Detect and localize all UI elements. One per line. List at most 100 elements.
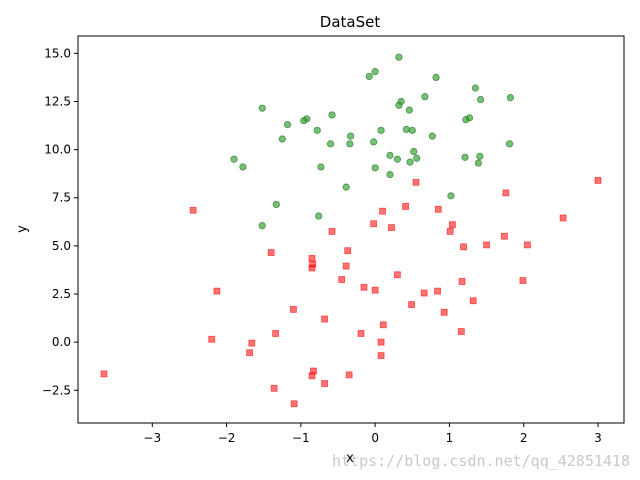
green-circle-point-28 <box>505 140 514 148</box>
green-circle-point-21 <box>408 126 416 134</box>
red-square-point-51 <box>270 384 278 392</box>
green-circle-point-7 <box>421 93 429 101</box>
red-square-point-41 <box>208 335 216 343</box>
green-circle-point-41 <box>386 171 394 179</box>
red-square-point-27 <box>360 283 368 291</box>
red-square-point-13 <box>500 232 508 240</box>
red-square-point-3 <box>402 202 410 210</box>
red-square-point-52 <box>290 400 298 408</box>
red-square-point-31 <box>213 287 221 295</box>
y-tick-label: 12.5 <box>44 94 71 108</box>
red-square-point-23 <box>394 271 401 279</box>
red-square-point-14 <box>483 241 490 249</box>
y-tick-label: 5.0 <box>52 239 71 253</box>
red-square-point-10 <box>388 224 395 231</box>
green-circle-point-19 <box>377 126 385 134</box>
x-tick-label: −2 <box>218 431 236 445</box>
green-circle-point-23 <box>428 132 436 140</box>
green-circle-point-31 <box>393 155 402 163</box>
green-circle-point-40 <box>371 164 379 172</box>
red-square-point-32 <box>469 297 477 305</box>
red-square-point-19 <box>308 254 316 262</box>
red-square-point-0 <box>594 177 602 184</box>
red-square-point-34 <box>290 306 297 313</box>
watermark-text: https://blog.csdn.net/qq_42851418 <box>332 452 630 470</box>
x-tick-label: 1 <box>446 431 454 445</box>
x-tick-label: 3 <box>594 431 602 445</box>
green-circle-point-46 <box>258 222 266 230</box>
x-tick-label: −3 <box>143 431 161 445</box>
green-circle-point-35 <box>476 152 484 160</box>
green-circle-point-9 <box>506 94 514 102</box>
red-square-point-7 <box>559 214 567 222</box>
red-square-point-43 <box>377 338 385 346</box>
green-circle-point-26 <box>346 140 354 148</box>
red-square-point-35 <box>440 308 448 316</box>
red-square-point-16 <box>460 243 467 251</box>
red-square-point-17 <box>344 247 352 255</box>
red-square-point-28 <box>371 286 379 294</box>
red-square-point-46 <box>100 370 108 378</box>
red-square-point-1 <box>412 178 420 186</box>
red-square-point-50 <box>321 380 329 387</box>
green-circle-point-43 <box>447 192 455 200</box>
green-circle-point-39 <box>317 163 325 171</box>
green-circle-point-17 <box>462 116 470 124</box>
y-axis: −2.5 0.0 2.5 5.0 7.5 10.0 12.5 15.0 <box>42 46 78 397</box>
green-circle-point-32 <box>230 155 238 163</box>
red-square-point-2 <box>502 189 510 197</box>
x-axis-label: x <box>346 451 354 466</box>
green-circle-point-11 <box>405 106 413 114</box>
red-square-point-21 <box>308 264 316 272</box>
green-circle-point-44 <box>272 200 280 209</box>
red-square-point-11 <box>446 228 454 235</box>
green-circle-point-2 <box>365 72 373 81</box>
red-square-point-4 <box>434 205 442 213</box>
red-square-point-38 <box>457 328 465 335</box>
green-circle-point-4 <box>471 84 480 92</box>
green-circle-point-0 <box>395 53 403 61</box>
points-layer <box>100 53 602 408</box>
x-tick-label: 0 <box>371 431 379 445</box>
y-tick-label: 15.0 <box>44 46 71 60</box>
green-circle-point-24 <box>278 135 286 143</box>
plot-frame <box>77 35 625 424</box>
red-square-point-6 <box>379 207 386 215</box>
green-circle-point-42 <box>342 183 350 191</box>
red-square-point-44 <box>246 349 254 357</box>
green-circle-point-6 <box>395 101 403 109</box>
green-circle-point-33 <box>413 154 421 162</box>
green-circle-point-12 <box>328 111 336 119</box>
x-tick-label: −1 <box>292 431 310 445</box>
red-square-point-22 <box>342 262 350 270</box>
green-circle-point-3 <box>432 73 440 81</box>
red-square-point-40 <box>272 330 280 337</box>
green-circle-point-27 <box>326 140 335 148</box>
red-square-point-12 <box>328 228 336 235</box>
green-circle-point-37 <box>474 159 482 167</box>
x-tick-label: 2 <box>520 431 528 445</box>
y-tick-label: 2.5 <box>52 287 71 301</box>
green-circle-point-20 <box>402 125 410 133</box>
red-square-point-9 <box>370 220 378 228</box>
y-axis-label: y <box>15 225 30 233</box>
red-square-point-30 <box>420 289 428 297</box>
green-circle-point-30 <box>386 151 394 159</box>
x-axis: −3 −2 −1 0 1 2 3 <box>143 423 602 445</box>
red-square-point-25 <box>519 277 527 284</box>
chart-title: DataSet <box>320 13 381 31</box>
green-circle-point-14 <box>300 117 308 125</box>
green-circle-point-18 <box>313 126 321 134</box>
green-circle-point-10 <box>258 104 266 112</box>
red-square-point-49 <box>345 371 353 379</box>
green-circle-point-36 <box>406 158 414 166</box>
green-circle-point-38 <box>239 163 247 171</box>
green-circle-point-22 <box>347 132 355 140</box>
red-square-point-8 <box>448 221 456 229</box>
green-circle-point-15 <box>283 120 292 129</box>
green-circle-point-34 <box>461 153 469 161</box>
red-square-point-18 <box>267 249 275 257</box>
red-square-point-15 <box>524 241 531 249</box>
green-circle-point-29 <box>410 147 418 156</box>
